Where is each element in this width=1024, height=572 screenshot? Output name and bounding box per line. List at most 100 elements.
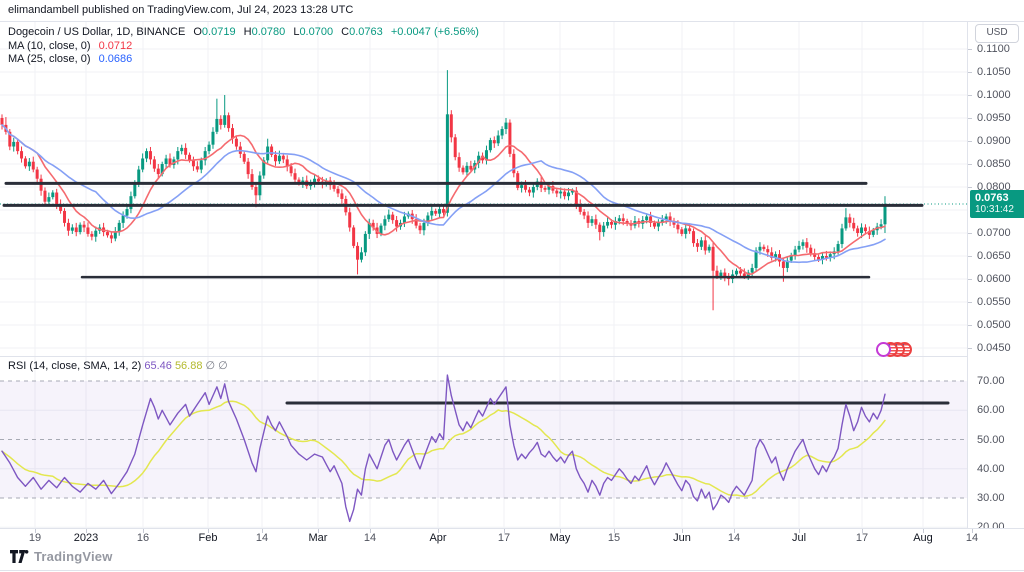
price-axis-label: 0.0650: [977, 250, 1011, 262]
axis-tick: [968, 49, 972, 50]
axis-tick: [208, 529, 209, 533]
ma10-legend-row[interactable]: MA (10, close, 0) 0.0712: [8, 40, 479, 53]
price-axis[interactable]: USD 0.0763 10:31:42 0.1100 0.1050 0.1000 0.…: [967, 22, 1024, 546]
time-axis-label: 14: [965, 532, 979, 544]
axis-tick: [862, 529, 863, 533]
price-axis-label: 0.1100: [977, 43, 1010, 55]
time-axis-label: 2023: [73, 532, 99, 544]
axis-tick: [614, 529, 615, 533]
axis-tick: [968, 279, 972, 280]
time-axis-label: Feb: [198, 532, 218, 544]
rsi-ma-value: 56.88: [174, 360, 203, 372]
rsi-grid: [0, 357, 967, 529]
candles-layer: [0, 70, 887, 311]
ma25-label: MA (25, close, 0): [8, 53, 91, 65]
price-axis-label: 0.0850: [977, 158, 1011, 170]
open-value: 0.0719: [201, 26, 236, 38]
axis-tick: [968, 348, 972, 349]
time-axis-label: 14: [363, 532, 377, 544]
low-value: 0.0700: [299, 26, 334, 38]
attribution-bar: elimandambell published on TradingView.c…: [0, 0, 1024, 22]
time-axis-label: 15: [607, 532, 621, 544]
tradingview-logo-icon: [10, 549, 29, 563]
price-axis-label: 0.0700: [977, 227, 1011, 239]
low-label: L: [293, 26, 300, 38]
rsi-axis-label: 30.00: [977, 492, 1005, 504]
rsi-axis-label: 50.00: [977, 433, 1005, 446]
axis-tick: [968, 118, 972, 119]
time-axis[interactable]: 19 2023 16 Feb 14 Mar 14 Apr 17 May 15 Jun 14 Jul 17 Au…: [0, 528, 1024, 547]
open-label: O: [193, 26, 202, 38]
main-price-pane[interactable]: [0, 22, 967, 356]
time-axis-label: Aug: [913, 532, 933, 544]
rsi-indicator-pane[interactable]: [0, 356, 967, 529]
purple-flag-icon: [876, 342, 891, 357]
axis-tick: [968, 187, 972, 188]
high-value: 0.0780: [251, 26, 286, 38]
price-axis-label: 0.0550: [977, 296, 1011, 308]
time-axis-label: 16: [136, 532, 150, 544]
high-label: H: [243, 26, 252, 38]
axis-tick: [968, 325, 972, 326]
time-axis-label: Mar: [308, 532, 328, 544]
axis-tick: [318, 529, 319, 533]
tradingview-logo[interactable]: TradingView: [10, 548, 113, 564]
rsi-axis-label: 40.00: [977, 462, 1005, 475]
ma25-value: 0.0686: [98, 53, 133, 65]
rsi-empty-set-icons: ∅ ∅: [205, 360, 228, 372]
axis-tick: [923, 529, 924, 533]
close-value: 0.0763: [349, 26, 383, 38]
axis-tick: [35, 529, 36, 533]
price-axis-label: 0.0500: [977, 319, 1011, 331]
axis-tick: [968, 256, 972, 257]
price-axis-label: 0.0600: [977, 273, 1011, 285]
axis-tick: [370, 529, 371, 533]
time-axis-label: May: [549, 532, 571, 544]
time-axis-label: 19: [28, 532, 42, 544]
time-axis-label: 17: [497, 532, 511, 544]
price-axis-label: 0.0450: [977, 342, 1011, 354]
time-axis-label: Jun: [673, 532, 691, 544]
ma25-legend-row[interactable]: MA (25, close, 0) 0.0686: [8, 53, 479, 66]
rsi-value: 65.46: [144, 360, 172, 372]
axis-tick: [968, 164, 972, 165]
price-axis-label: 0.1050: [977, 66, 1011, 78]
bar-countdown: 10:31:42: [975, 204, 1014, 216]
axis-tick: [86, 529, 87, 533]
axis-tick: [968, 302, 972, 303]
axis-tick: [968, 72, 972, 73]
currency-toggle-button[interactable]: USD: [975, 24, 1019, 43]
axis-tick: [734, 529, 735, 533]
price-axis-label: 0.0950: [977, 112, 1011, 124]
time-axis-label: Apr: [429, 532, 447, 544]
axis-tick: [682, 529, 683, 533]
rsi-axis-label: 70.00: [977, 375, 1005, 387]
symbol-title: Dogecoin / US Dollar, 1D, BINANCE: [8, 26, 186, 38]
ma10-value: 0.0712: [98, 39, 133, 52]
axis-tick: [968, 95, 972, 96]
current-price-badge: 0.0763 10:31:42: [970, 190, 1024, 219]
price-axis-label: 0.0900: [977, 135, 1011, 147]
attribution-text: elimandambell published on TradingView.c…: [8, 4, 354, 16]
flag-icons[interactable]: [876, 342, 912, 358]
time-axis-label: 17: [855, 532, 869, 544]
main-grid: [0, 22, 967, 356]
current-price-value: 0.0763: [975, 192, 1009, 205]
time-axis-label: 14: [727, 532, 741, 544]
axis-tick: [968, 233, 972, 234]
axis-tick: [143, 529, 144, 533]
main-legend: Dogecoin / US Dollar, 1D, BINANCE O0.071…: [8, 26, 479, 67]
change-value: +0.0047 (+6.56%): [390, 26, 479, 38]
rsi-legend-row[interactable]: RSI (14, close, SMA, 14, 2) 65.46 56.88 …: [8, 359, 228, 372]
symbol-legend-row[interactable]: Dogecoin / US Dollar, 1D, BINANCE O0.071…: [8, 26, 479, 39]
axis-tick: [504, 529, 505, 533]
time-axis-label: 14: [255, 532, 269, 544]
time-axis-label: Jul: [791, 532, 807, 544]
ma10-label: MA (10, close, 0): [8, 39, 91, 52]
price-axis-label: 0.1000: [977, 89, 1011, 101]
rsi-label: RSI (14, close, SMA, 14, 2): [8, 360, 142, 372]
close-label: C: [341, 26, 350, 38]
bottom-border: [0, 570, 1024, 571]
axis-tick: [262, 529, 263, 533]
